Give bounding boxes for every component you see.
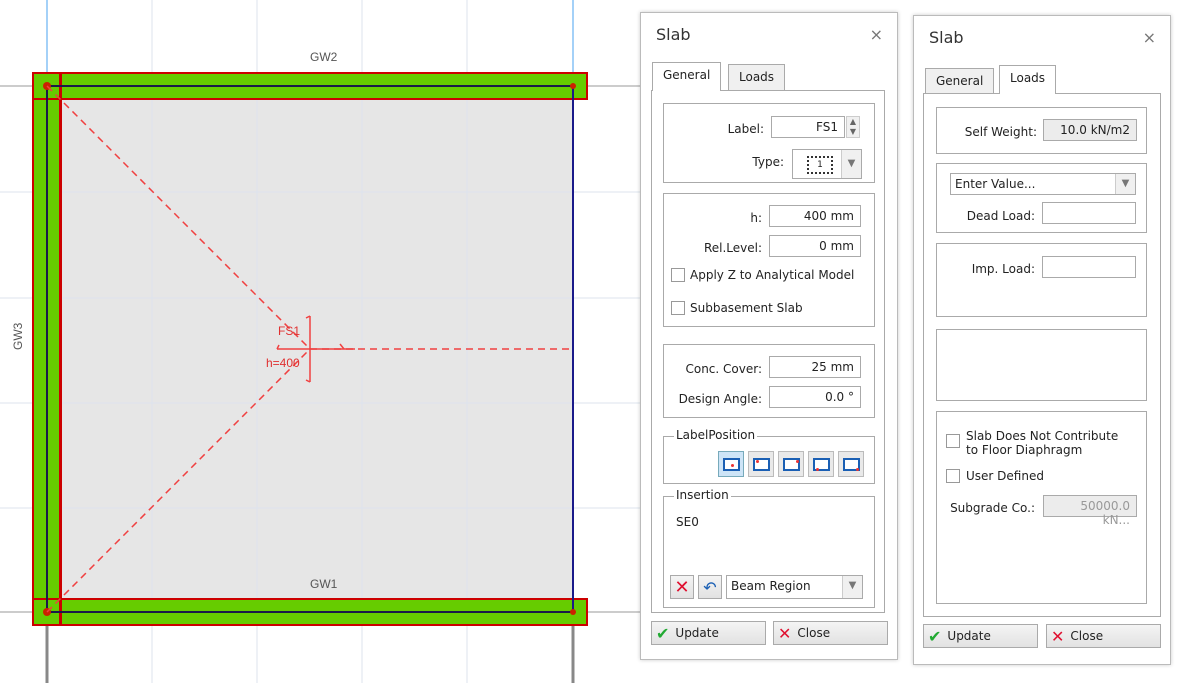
- label-input[interactable]: FS1: [771, 116, 845, 138]
- check-icon: ✔: [656, 623, 670, 643]
- update-label: Update: [947, 629, 991, 643]
- empty-group: [936, 329, 1147, 401]
- close-icon[interactable]: ×: [869, 25, 883, 44]
- subgrade-label: Subgrade Co.:: [950, 501, 1035, 515]
- close-icon[interactable]: ×: [1142, 28, 1156, 47]
- h-label: h:: [750, 211, 762, 225]
- conc-cover-label: Conc. Cover:: [685, 362, 762, 376]
- design-group: Conc. Cover: 25 mm Design Angle: 0.0 °: [663, 344, 875, 418]
- conc-cover-input[interactable]: 25 mm: [769, 356, 861, 378]
- update-button[interactable]: ✔ Update: [923, 624, 1038, 648]
- close-label: Close: [797, 626, 831, 640]
- type-select[interactable]: 1 ▼: [792, 149, 862, 179]
- update-button[interactable]: ✔ Update: [651, 621, 766, 645]
- design-angle-label: Design Angle:: [678, 392, 762, 406]
- slab-dialog-loads: Slab × General Loads Self Weight: 10.0 k…: [913, 15, 1171, 665]
- wall-label-gw2: GW2: [310, 50, 338, 64]
- tab-loads[interactable]: Loads: [728, 64, 786, 90]
- insertion-value: SE0: [676, 515, 699, 529]
- label-position-bottom-right[interactable]: [838, 451, 864, 477]
- label-position-top-left[interactable]: [748, 451, 774, 477]
- chevron-down-icon[interactable]: ▼: [841, 150, 861, 178]
- dead-load-group: Enter Value... ▼ Dead Load:: [936, 163, 1147, 233]
- diaphragm-group: Slab Does Not Contribute to Floor Diaphra…: [936, 411, 1147, 604]
- apply-z-label: Apply Z to Analytical Model: [690, 268, 855, 282]
- design-angle-input[interactable]: 0.0 °: [769, 386, 861, 408]
- h-input[interactable]: 400 mm: [769, 205, 861, 227]
- close-button[interactable]: ✕ Close: [1046, 624, 1161, 648]
- self-weight-group: Self Weight: 10.0 kN/m2: [936, 107, 1147, 154]
- x-icon: ✕: [778, 623, 792, 643]
- label-position-top-right[interactable]: [778, 451, 804, 477]
- dead-load-input[interactable]: [1042, 202, 1136, 224]
- close-button[interactable]: ✕ Close: [773, 621, 888, 645]
- close-label: Close: [1070, 629, 1104, 643]
- geometry-group: h: 400 mm Rel.Level: 0 mm Apply Z to Ana…: [663, 193, 875, 327]
- no-diaphragm-line1: Slab Does Not Contribute: [966, 429, 1119, 443]
- identity-group: Label: FS1 ▲ ▼ Type: 1 ▼: [663, 103, 875, 183]
- no-diaphragm-line2: to Floor Diaphragm: [966, 443, 1083, 457]
- delete-insertion-button[interactable]: ✕: [670, 575, 694, 599]
- load-value-select[interactable]: Enter Value... ▼: [950, 173, 1136, 195]
- chevron-down-icon[interactable]: ▼: [1115, 174, 1135, 194]
- imp-load-input[interactable]: [1042, 256, 1136, 278]
- self-weight-label: Self Weight:: [964, 125, 1037, 139]
- type-value: 1: [807, 156, 833, 174]
- tab-general[interactable]: General: [925, 68, 995, 94]
- subbasement-label: Subbasement Slab: [690, 301, 803, 315]
- chevron-down-icon[interactable]: ▼: [842, 576, 862, 598]
- undo-insertion-button[interactable]: ↶: [698, 575, 722, 599]
- wall-label-gw1: GW1: [310, 577, 338, 591]
- update-label: Update: [675, 626, 719, 640]
- tab-loads[interactable]: Loads: [999, 65, 1057, 94]
- imp-load-group: Imp. Load:: [936, 243, 1147, 317]
- region-select[interactable]: Beam Region ▼: [726, 575, 863, 599]
- self-weight-value: 10.0 kN/m2: [1043, 119, 1137, 141]
- x-icon: ✕: [1051, 626, 1065, 646]
- apply-z-checkbox[interactable]: [671, 268, 685, 282]
- subgrade-input: 50000.0 kN...: [1043, 495, 1137, 527]
- label-spinner[interactable]: ▲ ▼: [846, 116, 860, 138]
- dialog-title: Slab: [656, 25, 691, 44]
- slab-dialog-general: Slab × General Loads Label: FS1 ▲ ▼ Type:…: [640, 12, 898, 660]
- no-diaphragm-label: Slab Does Not Contribute to Floor Diaphra…: [966, 429, 1118, 457]
- label-position-bottom-left[interactable]: [808, 451, 834, 477]
- insertion-title: Insertion: [674, 488, 731, 502]
- label-label: Label:: [727, 122, 764, 136]
- no-diaphragm-checkbox[interactable]: [946, 434, 960, 448]
- label-position-title: LabelPosition: [674, 428, 758, 442]
- wall-label-gw3: GW3: [11, 322, 25, 350]
- user-defined-label: User Defined: [966, 469, 1044, 483]
- slab-span-lines: [46, 85, 573, 613]
- user-defined-checkbox[interactable]: [946, 469, 960, 483]
- dialog-title: Slab: [929, 28, 964, 47]
- label-position-group: LabelPosition: [663, 428, 875, 484]
- slab-thickness-label: h=400: [266, 356, 300, 370]
- tab-general[interactable]: General: [652, 62, 722, 91]
- insertion-group: Insertion SE0 ✕ ↶ Beam Region ▼: [663, 488, 875, 608]
- slab-direction-symbol: [276, 315, 355, 383]
- undo-icon: ↶: [703, 577, 717, 597]
- slab-label: FS1: [278, 324, 300, 338]
- region-value: Beam Region: [731, 579, 811, 593]
- dead-load-label: Dead Load:: [966, 209, 1035, 223]
- subbasement-checkbox[interactable]: [671, 301, 685, 315]
- rel-level-input[interactable]: 0 mm: [769, 235, 861, 257]
- drawing-canvas[interactable]: FS1 h=400 GW2 GW1 GW3: [0, 0, 640, 683]
- type-label: Type:: [752, 155, 784, 169]
- x-icon: ✕: [674, 576, 690, 598]
- rel-level-label: Rel.Level:: [703, 241, 762, 255]
- load-select-value: Enter Value...: [955, 177, 1036, 191]
- imp-load-label: Imp. Load:: [971, 262, 1035, 276]
- check-icon: ✔: [928, 626, 942, 646]
- label-position-center[interactable]: [718, 451, 744, 477]
